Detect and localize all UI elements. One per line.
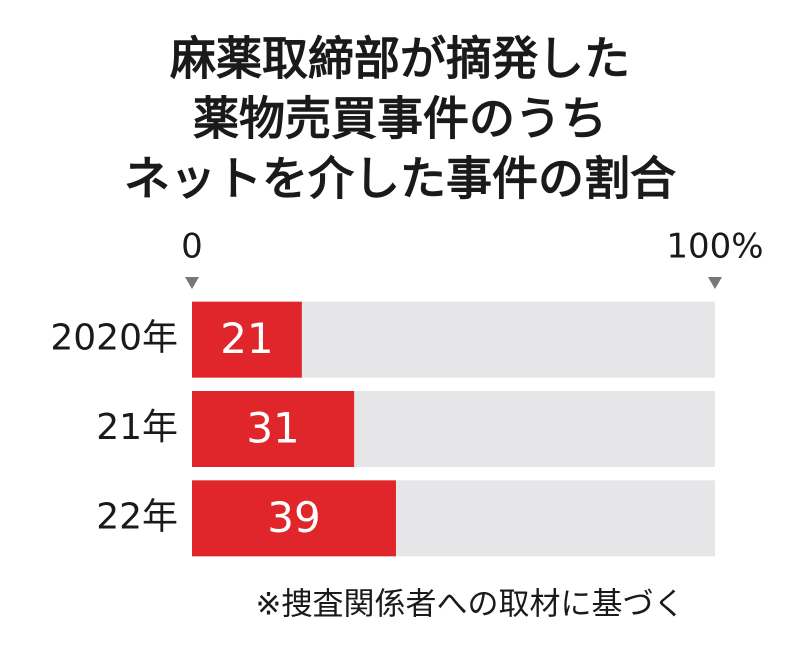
chart-title: 薬物売買事件のうち xyxy=(193,92,607,146)
footnote: ※捜査関係者への取材に基づく xyxy=(256,587,685,623)
data-label: 39 xyxy=(267,493,320,542)
y-tick-label: 2020年 xyxy=(50,318,178,359)
x-tick-label: 0 xyxy=(181,227,203,267)
bar xyxy=(192,391,355,467)
tick-mark xyxy=(185,277,199,289)
bar xyxy=(192,480,396,557)
y-tick-label: 22年 xyxy=(96,496,178,537)
data-label: 21 xyxy=(220,314,273,363)
chart-title: 麻薬取締部が摘発した xyxy=(170,32,630,86)
tick-mark xyxy=(708,277,722,289)
y-tick-label: 21年 xyxy=(96,407,178,448)
chart-title: ネットを介した事件の割合 xyxy=(124,152,676,206)
x-tick-label: 100% xyxy=(666,227,763,267)
bar xyxy=(192,301,302,378)
data-label: 31 xyxy=(246,404,299,453)
